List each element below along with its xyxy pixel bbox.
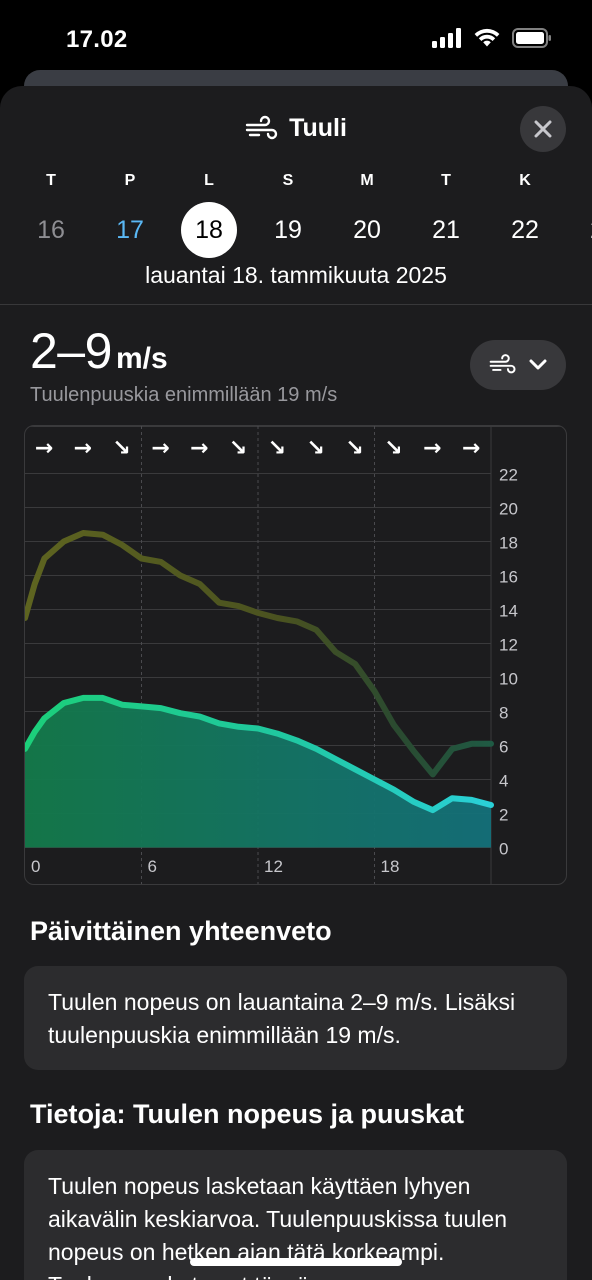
x-tick-label: 0 [31,857,40,876]
close-icon [534,120,552,138]
date-17[interactable]: 17 [116,215,144,244]
status-time: 17.02 [66,26,128,53]
date-20[interactable]: 20 [353,215,381,244]
date-22[interactable]: 22 [511,215,539,244]
weekday-label: M [360,172,374,189]
wind-sheet: Tuuli T P L S M T K 16 17 18 19 20 21 22… [0,86,592,1280]
wind-icon [489,354,516,374]
wind-chart[interactable]: → → ↘ → → ↘ ↘ ↘ ↘ ↘ → → 22 20 18 16 14 12 10 8 6 4 2 0 0 6 12 18 [24,425,567,885]
wind-direction-arrow: → [151,436,169,461]
wind-area [25,697,491,848]
daily-summary-heading: Päivittäinen yhteenveto [30,916,332,946]
wind-direction-arrow: → [35,436,53,461]
sheet-title: Tuuli [0,114,592,143]
cellular-signal-icon [432,28,461,48]
x-tick-label: 6 [148,857,157,876]
wind-direction-arrow: → [74,436,92,461]
wind-direction-arrow: ↘ [229,436,247,461]
gust-summary: Tuulenpuuskia enimmillään 19 m/s [30,384,338,406]
y-tick-label: 20 [499,500,518,519]
date-row: 16 17 18 19 20 21 22 23 [0,202,592,258]
battery-icon [512,28,551,48]
wind-direction-arrow: → [462,436,480,461]
y-tick-label: 16 [499,568,518,587]
wind-icon [245,115,278,139]
status-bar: 17.02 [0,0,592,80]
weekday-label: S [282,172,294,189]
y-tick-label: 8 [499,704,508,723]
wind-speed-range: 2–9 [30,323,112,379]
y-tick-label: 18 [499,534,518,553]
y-tick-label: 14 [499,602,518,621]
chart-mode-button[interactable] [470,340,566,390]
weekday-label: K [519,172,531,189]
y-tick-label: 12 [499,636,518,655]
wifi-icon [474,28,500,47]
weekday-row: T P L S M T K [0,172,592,192]
date-18-selected[interactable]: 18 [181,202,237,258]
chevron-down-icon [529,359,547,370]
home-indicator [190,1258,402,1266]
weekday-label: L [204,172,214,189]
wind-direction-arrow: → [423,436,441,461]
wind-series-line [25,694,494,814]
x-tick-label: 18 [381,857,400,876]
wind-direction-arrow: ↘ [112,436,130,461]
daily-summary-card: Tuulen nopeus on lauantaina 2–9 m/s. Lis… [24,966,567,1070]
divider [0,304,592,305]
wind-direction-arrow: ↘ [345,436,363,461]
date-19[interactable]: 19 [274,215,302,244]
wind-direction-arrow: → [190,436,208,461]
x-tick-label: 12 [264,857,283,876]
status-icons [432,28,552,48]
y-tick-label: 4 [499,772,508,791]
sheet-title-text: Tuuli [289,114,347,142]
wind-speed-summary: 2–9 m/s [30,322,168,380]
wind-direction-arrow: ↘ [384,436,402,461]
gust-series-line [25,530,494,778]
y-tick-label: 0 [499,840,508,859]
y-tick-label: 6 [499,738,508,757]
weekday-label: T [441,172,451,189]
close-button[interactable] [520,106,566,152]
wind-direction-arrow: ↘ [268,436,286,461]
wind-speed-unit: m/s [115,342,168,375]
weekday-label: T [46,172,56,189]
wind-direction-arrow: ↘ [307,436,325,461]
info-heading: Tietoja: Tuulen nopeus ja puuskat [30,1099,465,1129]
date-16[interactable]: 16 [37,215,65,244]
y-tick-label: 10 [499,670,518,689]
y-tick-label: 2 [499,806,508,825]
weekday-label: P [124,172,136,189]
y-tick-label: 22 [499,466,518,485]
date-23[interactable]: 23 [576,202,592,258]
date-21[interactable]: 21 [432,215,460,244]
selected-date-label: lauantai 18. tammikuuta 2025 [145,262,447,288]
